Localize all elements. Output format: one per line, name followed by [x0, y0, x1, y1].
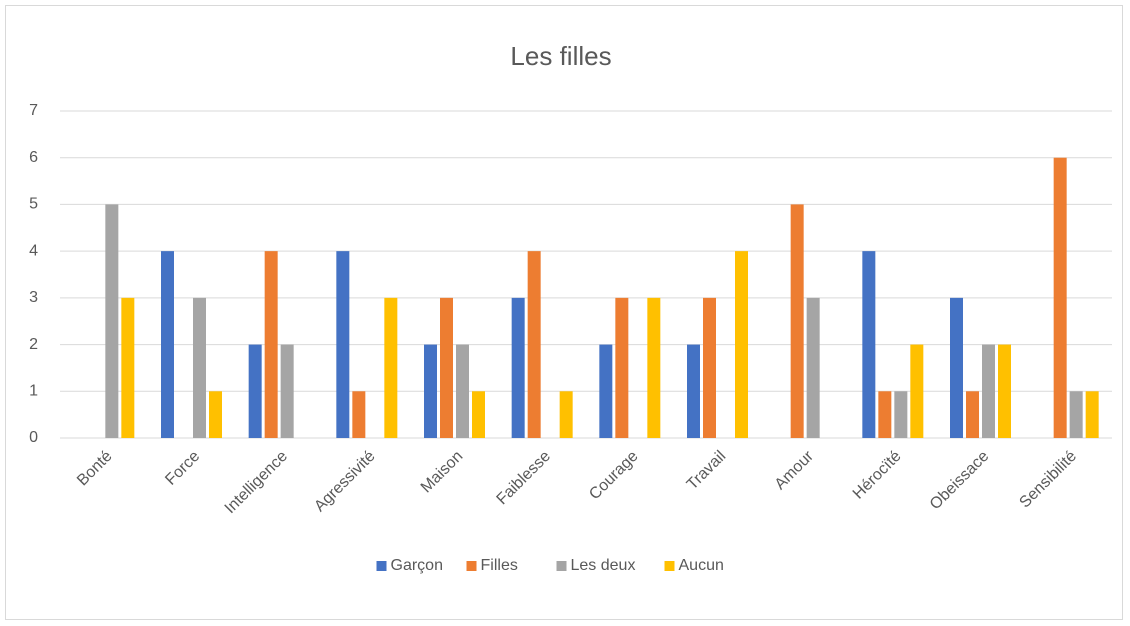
bar: [209, 391, 222, 438]
bar: [193, 297, 206, 438]
bar: [161, 251, 174, 438]
y-tick-label: 2: [29, 336, 38, 353]
y-tick-label: 5: [29, 196, 38, 213]
bar: [384, 297, 398, 438]
bar: [1069, 391, 1083, 438]
bar: [527, 251, 541, 438]
bar: [703, 297, 716, 438]
bar: [615, 297, 629, 438]
bar: [511, 297, 525, 438]
chart-border: [5, 5, 1123, 620]
bar: [862, 251, 876, 438]
bar: [1053, 157, 1067, 438]
bar: [121, 297, 135, 438]
y-tick-label: 4: [29, 242, 38, 259]
legend-swatch: [664, 561, 675, 571]
bar: [878, 391, 892, 438]
bar: [456, 344, 469, 438]
bar: [440, 297, 453, 438]
bar: [280, 344, 294, 438]
bar: [998, 344, 1011, 438]
bar: [790, 204, 804, 438]
bar: [894, 391, 908, 438]
bar: [336, 251, 350, 438]
bar: [472, 391, 485, 438]
bar: [806, 297, 820, 438]
bar: [966, 391, 979, 438]
bar: [982, 344, 995, 438]
legend-swatch: [556, 561, 567, 571]
legend-label: Filles: [481, 557, 518, 574]
bar: [248, 344, 262, 438]
legend-label: Garçon: [391, 557, 443, 574]
y-tick-label: 7: [29, 102, 38, 119]
y-tick-label: 0: [29, 429, 38, 446]
legend-label: Les deux: [571, 557, 636, 574]
bar: [424, 344, 437, 438]
bar: [559, 391, 573, 438]
bar: [687, 344, 700, 438]
y-tick-label: 6: [29, 149, 38, 166]
bar: [647, 297, 661, 438]
legend-swatch: [376, 561, 387, 571]
y-tick-label: 1: [29, 383, 38, 400]
bar: [735, 251, 748, 438]
bar: [1085, 391, 1099, 438]
y-tick-label: 3: [29, 289, 38, 306]
bar: [352, 391, 366, 438]
bar: [950, 297, 963, 438]
bar: [264, 251, 278, 438]
bar: [105, 204, 119, 438]
legend-swatch: [466, 561, 477, 571]
legend-label: Aucun: [679, 557, 724, 574]
bar: [910, 344, 924, 438]
chart-title: Les filles: [510, 41, 611, 71]
bar: [599, 344, 613, 438]
